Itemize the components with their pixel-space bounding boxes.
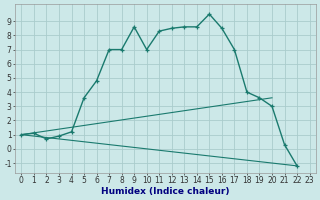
X-axis label: Humidex (Indice chaleur): Humidex (Indice chaleur) — [101, 187, 230, 196]
